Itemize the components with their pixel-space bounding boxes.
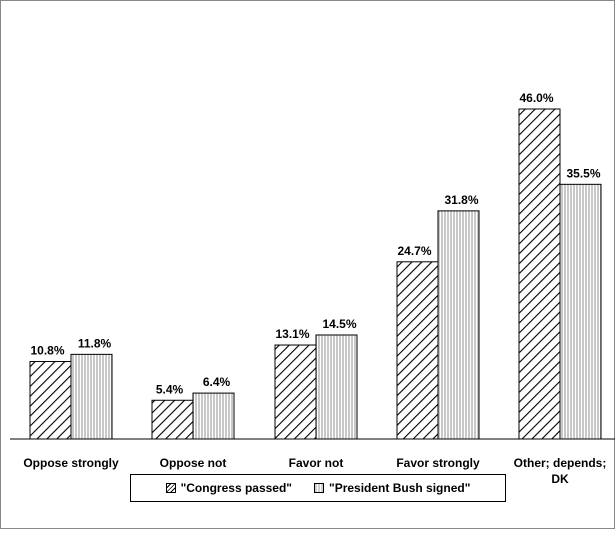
bar-oppose-not-strongly-series-1: [151, 399, 194, 440]
chart-legend: "Congress passed" "President Bush signed…: [130, 474, 506, 502]
bar-favor-not-strongly-series-2: [315, 334, 358, 440]
data-label-other-depends-dk-series-2: 35.5%: [566, 166, 600, 180]
bar-favor-not-strongly-series-1: [274, 344, 317, 440]
data-label-other-depends-dk-series-1: 46.0%: [519, 91, 553, 105]
x-tick-label-other-depends-dk: Other; depends; DK: [514, 456, 607, 486]
bar-oppose-strongly-series-2: [70, 353, 113, 440]
data-label-oppose-strongly-series-2: 11.8%: [78, 336, 112, 350]
legend-swatch-hatched: [165, 483, 176, 493]
data-label-favor-not-strongly-series-2: 14.5%: [322, 317, 356, 331]
data-label-oppose-not-strongly-series-2: 6.4%: [203, 375, 231, 389]
legend-label-president-bush-signed: "President Bush signed": [329, 481, 471, 495]
data-label-favor-not-strongly-series-1: 13.1%: [275, 327, 309, 341]
legend-item-president-bush-signed: "President Bush signed": [314, 481, 470, 495]
data-label-oppose-strongly-series-1: 10.8%: [30, 344, 64, 358]
x-tick-label-favor-strongly: Favor strongly: [396, 456, 480, 470]
bar-oppose-strongly-series-1: [29, 361, 72, 440]
legend-swatch-grey: [314, 483, 324, 493]
bar-other-depends-dk-series-2: [559, 183, 602, 440]
data-label-favor-strongly-series-2: 31.8%: [444, 193, 478, 207]
bar-oppose-not-strongly-series-2: [192, 392, 235, 440]
data-label-favor-strongly-series-1: 24.7%: [397, 244, 431, 258]
bar-favor-strongly-series-2: [437, 210, 480, 440]
data-label-oppose-not-strongly-series-1: 5.4%: [156, 382, 184, 396]
bar-other-depends-dk-series-1: [518, 108, 561, 440]
x-tick-label-oppose-strongly: Oppose strongly: [23, 456, 119, 470]
bar-favor-strongly-series-1: [396, 261, 439, 440]
legend-item-congress-passed: "Congress passed": [165, 481, 292, 495]
legend-label-congress-passed: "Congress passed": [180, 481, 292, 495]
